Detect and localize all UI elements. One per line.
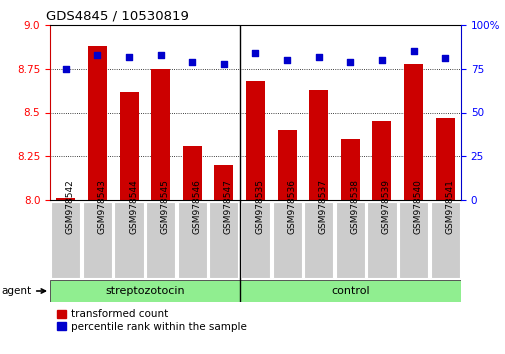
- FancyBboxPatch shape: [146, 201, 175, 278]
- Text: GSM978542: GSM978542: [66, 179, 75, 234]
- Bar: [245, 81, 265, 200]
- Point: [251, 50, 259, 56]
- Text: agent: agent: [1, 286, 45, 296]
- Text: GDS4845 / 10530819: GDS4845 / 10530819: [46, 10, 188, 22]
- FancyBboxPatch shape: [177, 201, 207, 278]
- Bar: [277, 130, 296, 200]
- FancyBboxPatch shape: [209, 201, 238, 278]
- FancyBboxPatch shape: [335, 201, 364, 278]
- Bar: [214, 165, 233, 200]
- Text: GSM978538: GSM978538: [349, 179, 359, 234]
- Bar: [435, 118, 454, 200]
- Bar: [56, 198, 75, 200]
- FancyBboxPatch shape: [50, 280, 239, 302]
- Text: GSM978547: GSM978547: [223, 179, 232, 234]
- Point: [314, 54, 322, 59]
- Point: [377, 57, 385, 63]
- Text: GSM978546: GSM978546: [192, 179, 201, 234]
- Bar: [151, 69, 170, 200]
- Text: GSM978541: GSM978541: [444, 179, 453, 234]
- Text: streptozotocin: streptozotocin: [105, 286, 184, 296]
- Point: [409, 48, 417, 54]
- Point: [93, 52, 102, 58]
- Point: [219, 61, 227, 66]
- Point: [125, 54, 133, 59]
- FancyBboxPatch shape: [272, 201, 301, 278]
- Point: [345, 59, 353, 64]
- Bar: [182, 146, 201, 200]
- Text: GSM978544: GSM978544: [129, 179, 138, 234]
- Text: GSM978545: GSM978545: [160, 179, 169, 234]
- FancyBboxPatch shape: [240, 201, 270, 278]
- Text: control: control: [330, 286, 369, 296]
- Bar: [88, 46, 107, 200]
- Bar: [403, 63, 422, 200]
- Text: GSM978543: GSM978543: [97, 179, 106, 234]
- FancyBboxPatch shape: [430, 201, 459, 278]
- Text: GSM978539: GSM978539: [381, 179, 390, 234]
- Text: GSM978535: GSM978535: [255, 179, 264, 234]
- Point: [440, 56, 448, 61]
- FancyBboxPatch shape: [304, 201, 333, 278]
- Bar: [372, 121, 391, 200]
- Bar: [340, 139, 359, 200]
- Point: [188, 59, 196, 64]
- Text: GSM978540: GSM978540: [413, 179, 422, 234]
- FancyBboxPatch shape: [114, 201, 143, 278]
- Point: [282, 57, 290, 63]
- Text: GSM978537: GSM978537: [318, 179, 327, 234]
- Point: [62, 66, 70, 72]
- FancyBboxPatch shape: [398, 201, 427, 278]
- FancyBboxPatch shape: [51, 201, 80, 278]
- FancyBboxPatch shape: [367, 201, 396, 278]
- Legend: transformed count, percentile rank within the sample: transformed count, percentile rank withi…: [55, 307, 248, 334]
- Text: GSM978536: GSM978536: [286, 179, 295, 234]
- Point: [156, 52, 164, 58]
- Bar: [309, 90, 328, 200]
- FancyBboxPatch shape: [239, 280, 460, 302]
- Bar: [119, 91, 138, 200]
- FancyBboxPatch shape: [83, 201, 112, 278]
